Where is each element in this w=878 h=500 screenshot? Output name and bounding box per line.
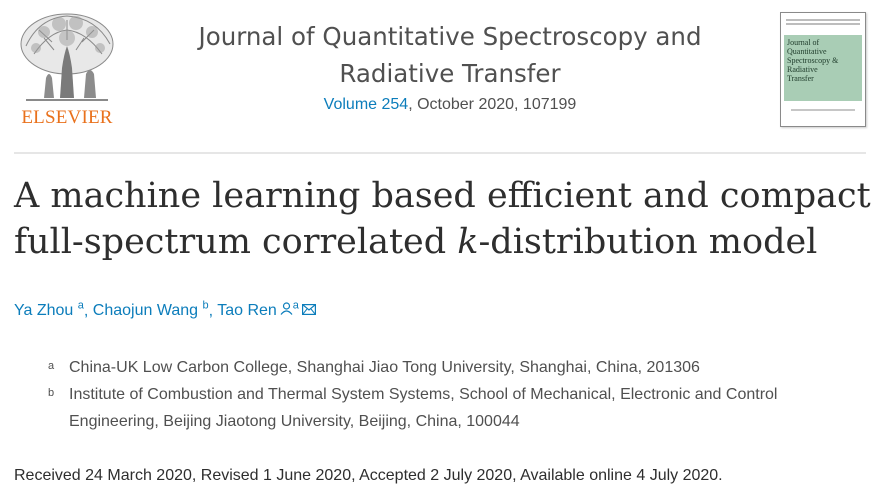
affiliation-text: China-UK Low Carbon College, Shanghai Ji… <box>69 359 700 376</box>
author-affiliation-sup: b <box>202 300 209 312</box>
volume-link[interactable]: Volume 254 <box>323 96 409 113</box>
journal-title-line1[interactable]: Journal of Quantitative Spectroscopy and <box>198 22 702 51</box>
header-divider <box>14 152 866 154</box>
article-title: A machine learning based efficient and c… <box>14 173 874 265</box>
title-line1: A machine learning based efficient and c… <box>14 176 871 216</box>
journal-title-line2[interactable]: Radiative Transfer <box>339 59 561 88</box>
tree-logo-icon <box>20 13 114 101</box>
journal-header: Journal of Quantitative Spectroscopy and… <box>150 18 750 114</box>
author-name: Ya Zhou <box>14 302 74 320</box>
author-list: Ya Zhou a, Chaojun Wang b, Tao Ren a <box>14 300 316 320</box>
author-name: Chaojun Wang <box>92 302 199 320</box>
author-link[interactable]: Chaojun Wang b <box>92 300 209 320</box>
author-affiliation-sup: a <box>292 300 299 312</box>
title-line2-end: -distribution model <box>478 222 818 262</box>
author-link[interactable]: Ya Zhou a <box>14 300 84 320</box>
person-icon <box>280 302 293 320</box>
email-icon[interactable] <box>301 302 316 320</box>
cover-footer-line <box>791 109 855 111</box>
elsevier-logo[interactable]: ELSEVIER <box>14 10 120 128</box>
author-name: Tao Ren <box>217 302 277 320</box>
publisher-name: ELSEVIER <box>21 107 113 128</box>
issue-info: Volume 254, October 2020, 107199 <box>150 96 750 114</box>
cover-line: Spectroscopy & <box>787 56 839 65</box>
affiliation-a: China-UK Low Carbon College, Shanghai Ji… <box>69 354 849 381</box>
cover-line: Journal of <box>787 38 820 47</box>
cover-line: Quantitative <box>787 47 827 56</box>
author-link[interactable]: Tao Ren a <box>217 300 316 320</box>
affiliation-b: Institute of Combustion and Thermal Syst… <box>69 381 849 435</box>
author-separator: , <box>83 302 93 320</box>
title-italic-k: k <box>457 222 479 262</box>
article-history-dates: Received 24 March 2020, Revised 1 June 2… <box>14 467 723 484</box>
affiliation-text: Engineering, Beijing Jiaotong University… <box>69 413 520 430</box>
affiliation-label: a <box>48 360 55 372</box>
cover-title: Journal of Quantitative Spectroscopy & R… <box>787 38 838 83</box>
cover-line: Transfer <box>787 74 814 83</box>
title-line2-start: full-spectrum correlated <box>14 222 458 262</box>
author-separator: , <box>208 302 218 320</box>
author-affiliation-sup: a <box>77 300 84 312</box>
affiliation-text: Institute of Combustion and Thermal Syst… <box>69 386 778 403</box>
cover-header-lines <box>786 19 860 29</box>
issue-details: , October 2020, 107199 <box>408 96 577 113</box>
journal-cover-thumbnail[interactable]: Journal of Quantitative Spectroscopy & R… <box>780 12 866 127</box>
cover-band <box>784 35 862 101</box>
affiliation-label: b <box>48 387 55 399</box>
cover-line: Radiative <box>787 65 818 74</box>
